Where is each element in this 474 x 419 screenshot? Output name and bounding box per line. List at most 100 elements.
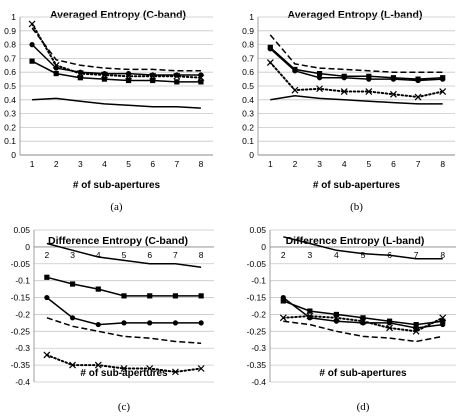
y-tick-label: -0.35 bbox=[247, 360, 267, 370]
data-point-square bbox=[44, 274, 50, 280]
panel-caption: (d) bbox=[357, 401, 370, 413]
y-tick-label: -0.4 bbox=[15, 377, 30, 387]
y-tick-label: -0.4 bbox=[251, 377, 266, 387]
data-point-square bbox=[307, 308, 313, 314]
y-tick-label: -0.05 bbox=[11, 259, 31, 269]
data-point-square bbox=[95, 286, 101, 292]
data-point-square bbox=[29, 58, 35, 64]
x-tick-label: 3 bbox=[307, 250, 312, 260]
data-point-circle bbox=[292, 68, 298, 74]
data-point-square bbox=[125, 77, 132, 84]
data-point-x bbox=[291, 86, 299, 94]
x-tick-label: 4 bbox=[102, 159, 107, 169]
data-point-square bbox=[413, 321, 419, 328]
x-tick-label: 5 bbox=[361, 250, 366, 260]
x-tick-label: 4 bbox=[342, 159, 347, 169]
data-point-x bbox=[439, 314, 447, 322]
chart-title: Averaged Entropy (L-band) bbox=[288, 9, 423, 21]
x-tick-label: 3 bbox=[70, 250, 75, 260]
panel-caption: (c) bbox=[118, 401, 131, 413]
data-point-square bbox=[360, 315, 366, 321]
series-line-5 bbox=[270, 94, 443, 105]
data-point-circle bbox=[316, 75, 323, 81]
y-tick-label: 0.7 bbox=[242, 53, 254, 63]
x-tick-label: 8 bbox=[440, 159, 445, 169]
x-tick-label: 4 bbox=[334, 250, 339, 260]
data-point-square bbox=[198, 293, 204, 299]
series-line-2 bbox=[31, 22, 202, 79]
data-point-x bbox=[390, 90, 397, 98]
data-point-x bbox=[340, 88, 348, 95]
data-point-x bbox=[172, 368, 179, 376]
data-point-square bbox=[150, 77, 156, 84]
data-point-square bbox=[198, 79, 204, 85]
x-tick-label: 8 bbox=[199, 250, 204, 260]
series-line-4 bbox=[31, 60, 201, 83]
series-line-3 bbox=[31, 44, 201, 76]
data-point-circle bbox=[386, 320, 393, 326]
data-point-circle bbox=[44, 294, 50, 301]
x-tick-label: 3 bbox=[317, 159, 322, 169]
data-point-circle bbox=[440, 76, 446, 82]
x-tick-label: 3 bbox=[78, 159, 83, 169]
y-tick-label: 0.5 bbox=[242, 81, 254, 91]
y-tick-label: 0.05 bbox=[13, 225, 30, 235]
y-tick-label: 0 bbox=[11, 150, 16, 160]
data-point-x bbox=[365, 88, 373, 95]
x-tick-label: 7 bbox=[174, 159, 179, 169]
data-point-x bbox=[146, 365, 154, 372]
data-point-x bbox=[279, 314, 287, 322]
chart-title: Difference Entropy (C-band) bbox=[48, 235, 188, 247]
series-line-2 bbox=[269, 46, 443, 80]
data-point-circle bbox=[125, 70, 132, 77]
data-point-x bbox=[266, 59, 274, 66]
x-axis-label: # of sub-apertures bbox=[80, 368, 168, 379]
data-point-circle bbox=[77, 69, 83, 75]
y-tick-label: -0.2 bbox=[15, 309, 30, 319]
chart-panel-4: Difference Entropy (L-band) 0.05 0 -0.05 -0.… bbox=[247, 225, 456, 413]
data-point-x bbox=[316, 85, 323, 93]
chart-title: Averaged Entropy (C-band) bbox=[50, 9, 186, 21]
data-point-square bbox=[77, 75, 83, 81]
data-point-square bbox=[101, 76, 108, 82]
data-point-circle bbox=[53, 65, 59, 71]
data-point-x bbox=[306, 312, 314, 320]
series-line-4 bbox=[269, 61, 444, 99]
data-point-circle bbox=[95, 321, 101, 328]
y-tick-label: 0.05 bbox=[249, 225, 266, 235]
data-point-x bbox=[359, 317, 367, 325]
data-point-circle bbox=[147, 320, 153, 326]
data-point-x bbox=[69, 361, 76, 369]
data-point-x bbox=[333, 314, 340, 322]
y-tick-label: 0.4 bbox=[242, 95, 254, 105]
x-tick-label: 6 bbox=[147, 250, 152, 260]
chart-title: Difference Entropy (L-band) bbox=[286, 235, 425, 247]
series-line-5 bbox=[283, 320, 443, 343]
y-tick-label: -0.25 bbox=[11, 326, 31, 336]
data-point-square bbox=[174, 79, 180, 85]
data-point-circle bbox=[341, 75, 347, 81]
data-point-circle bbox=[366, 76, 372, 82]
y-tick-label: -0.35 bbox=[11, 360, 31, 370]
data-point-square bbox=[280, 298, 286, 304]
data-point-x bbox=[28, 20, 36, 28]
data-point-square bbox=[366, 73, 372, 79]
y-tick-label: 0.8 bbox=[242, 40, 254, 50]
y-tick-label: 0.2 bbox=[242, 122, 254, 132]
y-tick-label: 0 bbox=[261, 242, 266, 252]
series-line-1 bbox=[46, 242, 202, 268]
x-tick-label: 8 bbox=[440, 250, 445, 260]
data-point-x bbox=[386, 324, 393, 332]
data-point-circle bbox=[29, 42, 35, 48]
y-tick-label: 0.8 bbox=[4, 40, 16, 50]
x-axis-label: # of sub-apertures bbox=[319, 368, 407, 379]
y-tick-label: -0.15 bbox=[247, 293, 267, 303]
data-point-circle bbox=[121, 320, 127, 326]
data-point-circle bbox=[267, 46, 273, 52]
series-line-4 bbox=[46, 317, 202, 344]
x-tick-label: 7 bbox=[173, 250, 178, 260]
x-tick-label: 2 bbox=[281, 250, 286, 260]
y-tick-label: 0.9 bbox=[4, 26, 16, 36]
y-tick-label: 1 bbox=[11, 12, 16, 22]
y-tick-label: 0.3 bbox=[242, 109, 254, 119]
